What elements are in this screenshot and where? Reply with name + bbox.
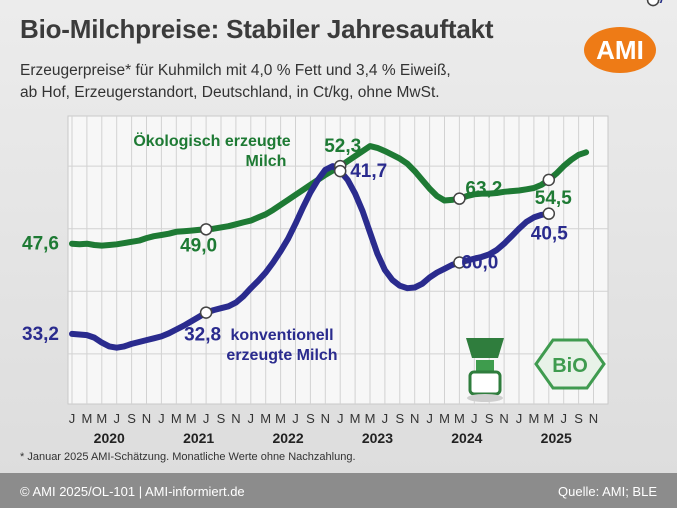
month-tick-label: J [337, 411, 344, 426]
series-label-organic-line2: Milch [246, 153, 287, 170]
month-tick-label: N [142, 411, 151, 426]
month-tick-label: J [203, 411, 210, 426]
month-tick-label: M [350, 411, 361, 426]
data-point-marker [646, 0, 660, 7]
month-tick-label: S [217, 411, 226, 426]
year-tick-label: 2025 [541, 430, 572, 446]
month-tick-label: M [81, 411, 92, 426]
data-point-marker [199, 306, 213, 319]
milk-can-icon [466, 338, 504, 402]
month-tick-label: J [292, 411, 299, 426]
series-line-conventional [69, 163, 552, 351]
x-axis: J M M J S N J M M J S N J M M J S N J M M J S N J M M J S N J M M J S N2020… [69, 411, 598, 446]
data-point-marker [542, 207, 556, 220]
data-label: 60,0 [461, 253, 498, 274]
month-tick-label: M [543, 411, 554, 426]
month-tick-label: N [231, 411, 240, 426]
series-label-conventional-line2: erzeugte Milch [226, 347, 337, 364]
month-tick-label: J [158, 411, 165, 426]
line-chart: BiO 47,649,052,363,254,556,162,2*33,232,… [22, 0, 675, 446]
series-label-organic-line1: Ökologisch erzeugte [133, 131, 290, 150]
month-tick-label: N [499, 411, 508, 426]
month-tick-label: M [96, 411, 107, 426]
month-tick-label: M [275, 411, 286, 426]
footnote: * Januar 2025 AMI-Schätzung. Monatliche … [20, 451, 356, 463]
data-label: 52,3 [324, 136, 361, 157]
month-tick-label: M [528, 411, 539, 426]
data-label: 49,0 [180, 235, 217, 256]
bio-seal-text: BiO [552, 355, 588, 377]
month-tick-label: N [410, 411, 419, 426]
decor-icons: BiO [466, 338, 606, 402]
month-tick-label: N [589, 411, 598, 426]
month-tick-label: S [306, 411, 315, 426]
month-tick-label: J [382, 411, 389, 426]
month-tick-label: J [471, 411, 478, 426]
plot-area [67, 115, 609, 405]
subtitle-line-1: Erzeugerpreise* für Kuhmilch mit 4,0 % F… [20, 62, 451, 79]
data-label: 32,8 [184, 325, 221, 346]
year-tick-label: 2021 [183, 430, 214, 446]
month-tick-label: S [485, 411, 494, 426]
month-tick-label: M [454, 411, 465, 426]
series-layer [69, 143, 590, 351]
data-label: 47,6 [22, 234, 59, 255]
month-tick-label: J [516, 411, 523, 426]
month-tick-label: S [127, 411, 136, 426]
copyright-text: © AMI 2025/OL-101 | AMI-informiert.de [20, 484, 245, 499]
month-tick-label: M [439, 411, 450, 426]
month-tick-label: S [395, 411, 404, 426]
month-tick-label: M [260, 411, 271, 426]
month-tick-label: S [574, 411, 583, 426]
series-label-conventional-line1: konventionell [230, 327, 333, 344]
data-point-marker [333, 164, 347, 178]
series-line-organic [69, 143, 590, 249]
data-label: 33,2 [22, 324, 59, 345]
data-label: 45,5 [637, 0, 674, 5]
footer: © AMI 2025/OL-101 | AMI-informiert.de Qu… [0, 473, 677, 508]
month-tick-label: J [560, 411, 567, 426]
data-label: 63,2 [465, 179, 502, 200]
year-tick-label: 2020 [94, 430, 125, 446]
year-tick-label: 2022 [272, 430, 303, 446]
data-point-marker [453, 256, 466, 269]
data-label: 40,5 [531, 224, 568, 245]
data-point-marker [199, 223, 213, 236]
labels-layer: 47,649,052,363,254,556,162,2*33,232,841,… [22, 0, 675, 364]
month-tick-label: M [365, 411, 376, 426]
month-tick-label: M [186, 411, 197, 426]
source-text: Quelle: AMI; BLE [558, 484, 657, 499]
data-label: 54,5 [535, 188, 572, 209]
year-tick-label: 2024 [451, 430, 482, 446]
data-point-marker [542, 173, 556, 187]
data-point-marker [453, 192, 466, 205]
data-label: 41,7 [350, 161, 387, 182]
ami-logo: AMI [584, 27, 656, 73]
month-tick-label: M [171, 411, 182, 426]
month-tick-label: J [248, 411, 255, 426]
month-tick-label: N [321, 411, 330, 426]
month-tick-label: J [426, 411, 433, 426]
month-tick-label: J [113, 411, 120, 426]
year-tick-label: 2023 [362, 430, 393, 446]
subtitle-line-2: ab Hof, Erzeugerstandort, Deutschland, i… [20, 84, 440, 101]
chart-title: Bio-Milchpreise: Stabiler Jahresauftakt [20, 14, 494, 44]
month-tick-label: J [69, 411, 76, 426]
bio-seal-icon: BiO [534, 338, 606, 390]
